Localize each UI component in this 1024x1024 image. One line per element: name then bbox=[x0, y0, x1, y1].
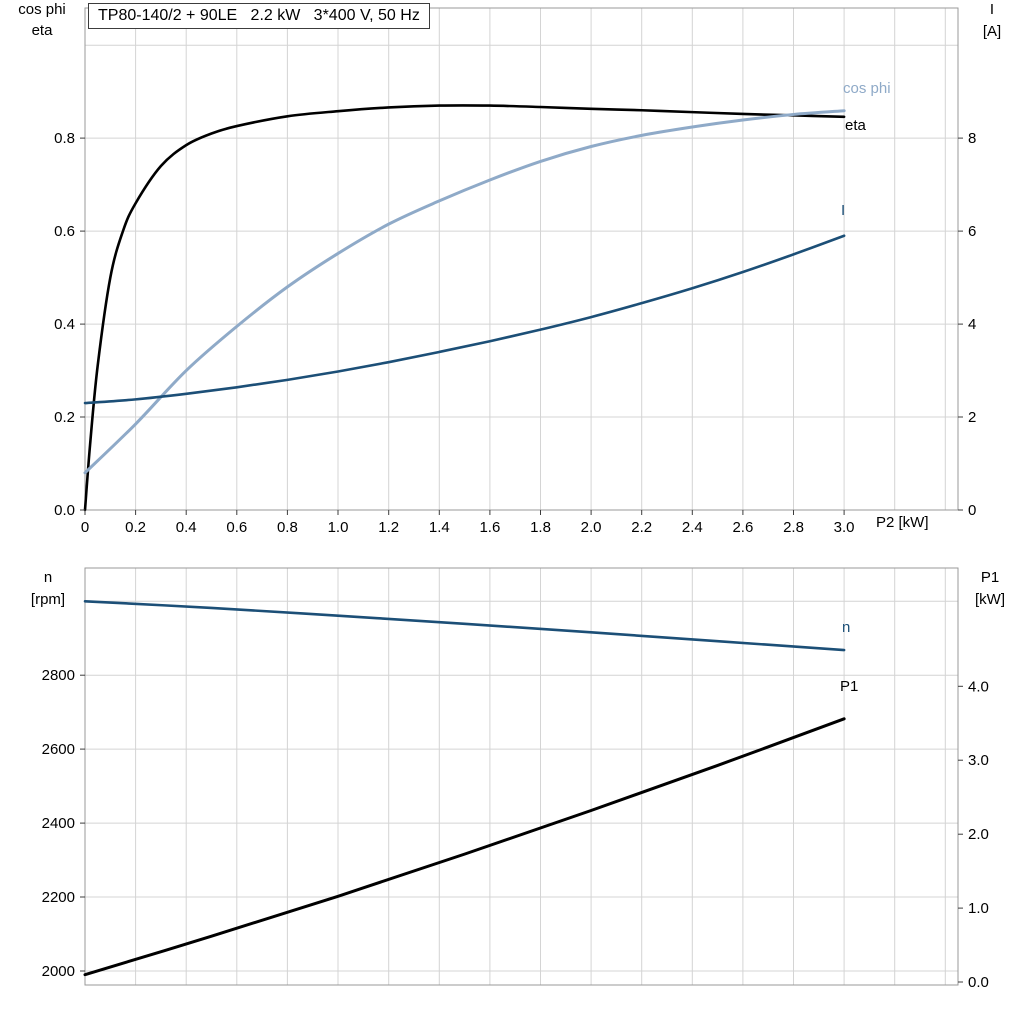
y-right-tick-label: 8 bbox=[968, 130, 976, 147]
y-right-tick-label: 2.0 bbox=[968, 826, 989, 843]
chart-title: TP80-140/2 + 90LE 2.2 kW 3*400 V, 50 Hz bbox=[88, 3, 430, 29]
top-left-axis-label-cosphi: cos phi bbox=[18, 1, 66, 18]
curve-n bbox=[83, 599, 846, 652]
x-tick-label: 1.6 bbox=[479, 519, 500, 536]
y-left-tick-label: 2200 bbox=[42, 889, 75, 906]
chart-speed-and-input-power-curves: 2000 2200 2400 2600 2800 0.0 1.0 2.0 3.0 4.0 bbox=[42, 567, 989, 991]
x-tick-label: 0.2 bbox=[125, 519, 146, 536]
y-left-tick-label: 2800 bbox=[42, 667, 75, 684]
curve-label-current: I bbox=[841, 202, 846, 219]
y-left-tick-label: 0.6 bbox=[54, 223, 75, 240]
y-right-tick-label: 0.0 bbox=[968, 974, 989, 991]
curve-label-p1: P1 bbox=[840, 678, 859, 695]
y-left-tick-label: 0.4 bbox=[54, 316, 75, 333]
curve-label-speed: n bbox=[842, 619, 851, 636]
y-left-tick-label: 2000 bbox=[42, 963, 75, 980]
y-right-tick-label: 1.0 bbox=[968, 900, 989, 917]
x-tick-label: 0.4 bbox=[176, 519, 197, 536]
x-axis-label: P2 [kW] bbox=[876, 514, 929, 531]
curve-eta bbox=[83, 104, 846, 512]
bottom-right-axis-label-kw: [kW] bbox=[975, 591, 1005, 608]
bottom-left-axis-label-rpm: [rpm] bbox=[30, 591, 66, 608]
top-right-axis-label-a: [A] bbox=[982, 23, 1002, 40]
x-tick-label: 2.2 bbox=[631, 519, 652, 536]
x-tick-label: 2.0 bbox=[581, 519, 602, 536]
x-tick-label: 1.8 bbox=[530, 519, 551, 536]
bottom-left-axis-label-n: n bbox=[43, 569, 53, 586]
top-right-axis-label-i: I bbox=[989, 1, 995, 18]
x-tick-label: 0.8 bbox=[277, 519, 298, 536]
chart-motor-electrical-curves: 0 0.2 0.4 0.6 0.8 1.0 1.2 1.4 1.6 1.8 2.0 2.2 2.4 2.6… bbox=[54, 7, 976, 536]
bottom-right-axis-label-p1: P1 bbox=[980, 569, 1000, 586]
curve-cos-phi bbox=[83, 109, 846, 475]
top-left-axis-label-eta: eta bbox=[31, 22, 53, 39]
y-left-tick-label: 0.8 bbox=[54, 130, 75, 147]
y-left-tick-label: 0.0 bbox=[54, 502, 75, 519]
y-right-tick-label: 4.0 bbox=[968, 678, 989, 695]
x-tick-label: 2.4 bbox=[682, 519, 703, 536]
y-left-tick-label: 2600 bbox=[42, 741, 75, 758]
x-tick-label: 1.0 bbox=[328, 519, 349, 536]
y-right-tick-label: 6 bbox=[968, 223, 976, 240]
y-left-tick-label: 2400 bbox=[42, 815, 75, 832]
curve-label-cos-phi: cos phi bbox=[843, 80, 891, 97]
y-right-tick-label: 3.0 bbox=[968, 752, 989, 769]
curve-p1 bbox=[83, 717, 846, 977]
x-tick-label: 1.4 bbox=[429, 519, 450, 536]
curve-i bbox=[83, 234, 846, 405]
x-tick-label: 0.6 bbox=[226, 519, 247, 536]
x-tick-label: 2.8 bbox=[783, 519, 804, 536]
x-tick-label: 3.0 bbox=[834, 519, 855, 536]
y-right-tick-label: 0 bbox=[968, 502, 976, 519]
y-left-tick-label: 0.2 bbox=[54, 409, 75, 426]
curve-label-eta: eta bbox=[845, 117, 866, 134]
x-tick-label: 0 bbox=[81, 519, 89, 536]
y-right-tick-label: 2 bbox=[968, 409, 976, 426]
x-tick-label: 2.6 bbox=[732, 519, 753, 536]
y-right-tick-label: 4 bbox=[968, 316, 976, 333]
x-tick-label: 1.2 bbox=[378, 519, 399, 536]
